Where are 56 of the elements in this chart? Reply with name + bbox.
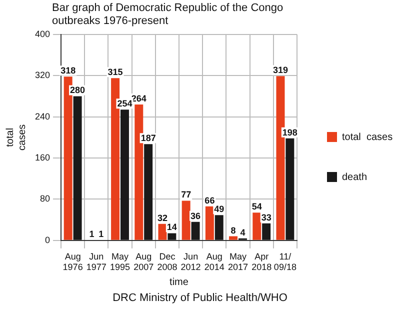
y-tick-label: 240 [34,111,50,122]
y-tick-label: 400 [34,28,50,39]
bar [168,233,176,240]
bar [262,223,271,240]
data-label: 36 [190,210,201,221]
data-label: 280 [70,85,86,96]
data-label: 187 [140,133,156,144]
x-axis-title: time [170,276,189,288]
data-label: 319 [272,65,288,76]
x-tick-label: Jun 2012 [180,251,201,272]
x-tick-label: Aug 2007 [134,251,154,272]
bar [229,236,238,240]
x-tick-label: May 1995 [110,251,130,272]
y-axis-title: total cases [4,124,28,150]
legend-label: total cases [342,132,393,143]
x-tick-label: Dec 2008 [157,251,178,272]
bar [73,96,82,240]
data-label: 33 [261,212,272,222]
data-label: 66 [204,195,215,206]
bar [286,138,294,240]
data-label: 49 [214,204,224,214]
y-tick-label: 0 [45,234,50,245]
data-label: 198 [282,127,298,138]
data-label: 14 [166,222,177,232]
data-label: 254 [117,98,132,109]
data-label: 77 [181,190,192,200]
data-label: 54 [252,202,262,212]
x-tick-label: May 2017 [228,251,248,272]
bar [191,222,200,240]
bar [144,144,153,240]
bar [214,215,224,240]
y-tick-label: 320 [34,70,50,80]
chart-title: Bar graph of Democratic Republic of the Congo outbreaks 1976-present [52,2,284,28]
bar [252,212,262,240]
x-tick-label: Aug 2014 [204,251,224,272]
bar [134,104,144,240]
data-label: 8 [230,225,236,236]
bar [120,110,129,240]
bar [205,206,214,240]
x-tick-label: Aug 1976 [62,251,83,272]
data-label: 32 [157,212,168,223]
data-label: 1 [89,228,94,239]
x-tick-label: Jun 1977 [86,251,106,272]
y-tick-label: 160 [34,152,50,162]
bar [158,224,167,240]
y-tick-label: 80 [40,194,50,204]
text: DRC Ministry of Public Health/WHO [112,292,288,304]
legend-label: death [342,172,368,183]
x-tick-label: Apr 2018 [252,251,272,272]
x-tick-label: 11/ 09/18 [274,251,296,272]
data-label: 1 [98,228,104,239]
data-label: 4 [240,227,246,238]
data-label: 315 [108,67,123,78]
bar [182,200,190,240]
data-label: 318 [60,66,76,76]
bar [276,76,285,240]
